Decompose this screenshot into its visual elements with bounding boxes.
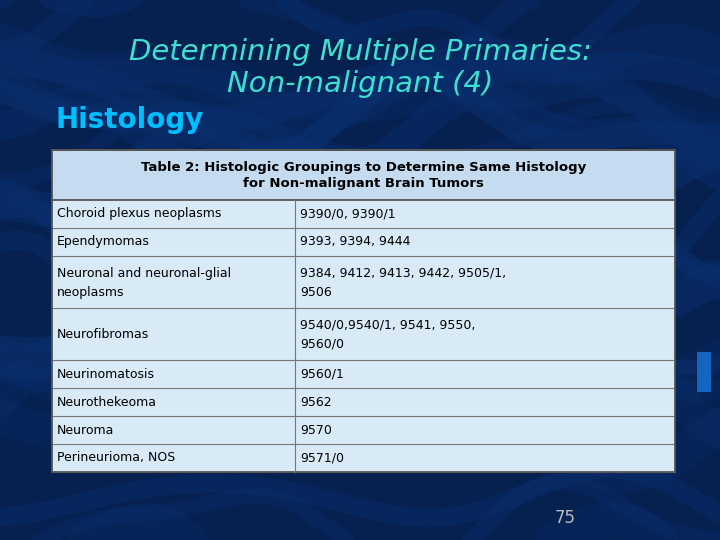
FancyBboxPatch shape — [52, 228, 675, 256]
FancyBboxPatch shape — [697, 352, 711, 392]
Text: 9571/0: 9571/0 — [300, 451, 344, 464]
Text: 9562: 9562 — [300, 395, 332, 408]
Text: Neurothekeoma: Neurothekeoma — [57, 395, 157, 408]
Text: 9540/0,9540/1, 9541, 9550,: 9540/0,9540/1, 9541, 9550, — [300, 319, 475, 332]
Text: Choroid plexus neoplasms: Choroid plexus neoplasms — [57, 207, 221, 220]
Text: Determining Multiple Primaries:: Determining Multiple Primaries: — [129, 38, 591, 66]
Text: 9570: 9570 — [300, 423, 332, 436]
FancyBboxPatch shape — [52, 200, 675, 228]
Text: 9384, 9412, 9413, 9442, 9505/1,: 9384, 9412, 9413, 9442, 9505/1, — [300, 267, 506, 280]
Text: Neurofibromas: Neurofibromas — [57, 327, 149, 341]
Text: 9506: 9506 — [300, 286, 332, 299]
Text: Neuronal and neuronal-glial: Neuronal and neuronal-glial — [57, 267, 231, 280]
Text: Histology: Histology — [55, 106, 203, 134]
FancyBboxPatch shape — [52, 308, 675, 360]
Text: 9390/0, 9390/1: 9390/0, 9390/1 — [300, 207, 395, 220]
FancyBboxPatch shape — [52, 416, 675, 444]
Text: Perineurioma, NOS: Perineurioma, NOS — [57, 451, 175, 464]
Text: Neurinomatosis: Neurinomatosis — [57, 368, 155, 381]
FancyBboxPatch shape — [52, 150, 675, 200]
Text: 9560/0: 9560/0 — [300, 338, 344, 351]
FancyBboxPatch shape — [52, 388, 675, 416]
Text: Ependymomas: Ependymomas — [57, 235, 150, 248]
FancyBboxPatch shape — [52, 150, 675, 472]
Text: 9393, 9394, 9444: 9393, 9394, 9444 — [300, 235, 410, 248]
FancyBboxPatch shape — [52, 444, 675, 472]
Text: neoplasms: neoplasms — [57, 286, 125, 299]
Text: 9560/1: 9560/1 — [300, 368, 344, 381]
Text: Table 2: Histologic Groupings to Determine Same Histology: Table 2: Histologic Groupings to Determi… — [141, 160, 586, 173]
FancyBboxPatch shape — [52, 256, 675, 308]
Text: Non-malignant (4): Non-malignant (4) — [227, 70, 493, 98]
FancyBboxPatch shape — [52, 360, 675, 388]
Text: for Non-malignant Brain Tumors: for Non-malignant Brain Tumors — [243, 178, 484, 191]
Text: 75: 75 — [554, 509, 575, 527]
Text: Neuroma: Neuroma — [57, 423, 114, 436]
